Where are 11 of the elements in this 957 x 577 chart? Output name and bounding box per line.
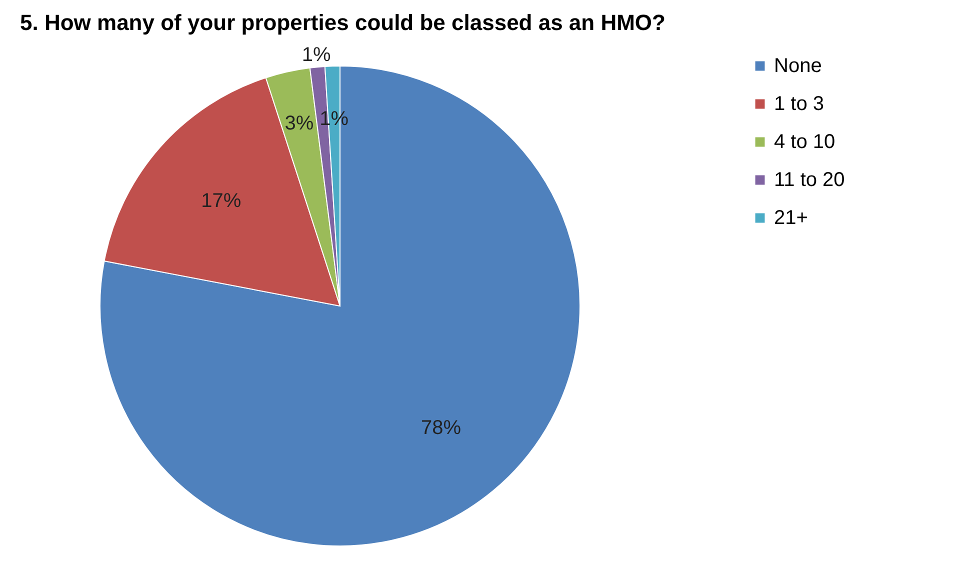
- pie-slice: [100, 66, 580, 546]
- data-label: 1%: [302, 44, 331, 66]
- legend-label: 1 to 3: [774, 93, 824, 115]
- legend-label: 21+: [774, 207, 808, 229]
- data-label: 78%: [420, 417, 462, 440]
- legend-label: 11 to 20: [774, 169, 845, 191]
- data-label: 3%: [284, 112, 314, 134]
- legend-label: None: [774, 55, 822, 77]
- legend-label: 4 to 10: [774, 131, 836, 153]
- chart-title: 5. How many of your properties could be classed as an HMO?: [20, 10, 666, 36]
- data-label: 17%: [201, 190, 242, 212]
